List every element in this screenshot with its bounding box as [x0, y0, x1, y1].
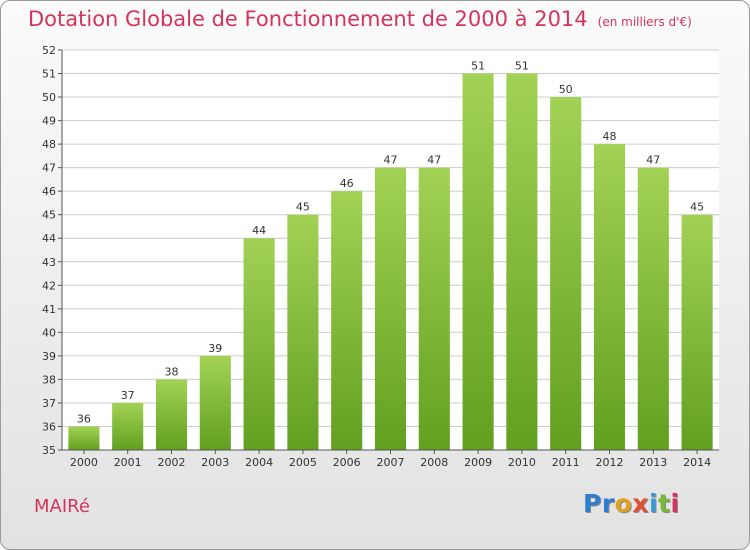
bar-value-label: 51	[471, 60, 485, 73]
bar-value-label: 37	[121, 389, 135, 402]
bar	[155, 379, 188, 450]
title-text: Dotation Globale de Fonctionnement de 20…	[28, 7, 588, 31]
y-tick-label: 46	[42, 185, 56, 198]
y-tick-label: 39	[42, 350, 56, 363]
y-tick-label: 37	[42, 397, 56, 410]
proxiti-logo: Proxiti	[583, 489, 680, 518]
bar	[287, 214, 319, 450]
bar-value-label: 48	[603, 130, 617, 143]
y-tick-label: 48	[42, 138, 56, 151]
bar	[506, 73, 538, 450]
y-tick-label: 45	[42, 209, 56, 222]
x-tick-label: 2014	[683, 456, 711, 469]
commune-name: MAIRé	[34, 496, 90, 517]
bar	[331, 191, 363, 451]
y-tick-label: 50	[42, 91, 56, 104]
bar-value-label: 45	[690, 201, 704, 214]
y-tick-label: 36	[42, 420, 56, 433]
bar	[199, 355, 231, 450]
y-tick-label: 51	[42, 68, 56, 81]
logo-part-5: t	[658, 489, 671, 518]
y-tick-label: 49	[42, 115, 56, 128]
bar-value-label: 47	[427, 154, 441, 167]
y-tick-label: 47	[42, 162, 56, 175]
x-tick-label: 2003	[201, 456, 229, 469]
y-tick-label: 35	[42, 444, 56, 457]
x-tick-label: 2004	[245, 456, 273, 469]
y-tick-label: 41	[42, 303, 56, 316]
x-tick-label: 2005	[289, 456, 317, 469]
bar	[637, 167, 669, 450]
x-tick-label: 2002	[158, 456, 186, 469]
x-tick-label: 2012	[596, 456, 624, 469]
y-tick-label: 43	[42, 256, 56, 269]
y-tick-label: 38	[42, 373, 56, 386]
bar-value-label: 51	[515, 60, 529, 73]
x-tick-label: 2000	[70, 456, 98, 469]
x-tick-label: 2006	[333, 456, 361, 469]
bar-value-label: 46	[340, 177, 354, 190]
y-tick-label: 40	[42, 326, 56, 339]
y-tick-label: 52	[42, 44, 56, 57]
logo-part-4: i	[648, 489, 659, 518]
x-tick-label: 2011	[552, 456, 580, 469]
bar-value-label: 36	[77, 412, 91, 425]
chart-subtitle: (en milliers d'€)	[597, 15, 692, 29]
bar-value-label: 39	[208, 342, 222, 355]
bar-value-label: 38	[165, 365, 179, 378]
bar-value-label: 47	[384, 154, 398, 167]
logo-part-1: Pr	[583, 489, 615, 518]
chart-title: Dotation Globale de Fonctionnement de 20…	[28, 7, 692, 31]
y-tick-label: 44	[42, 232, 56, 245]
x-tick-label: 2013	[639, 456, 667, 469]
x-tick-label: 2001	[114, 456, 142, 469]
bar	[374, 167, 407, 450]
bar-value-label: 44	[252, 224, 266, 237]
bar	[418, 167, 450, 450]
x-tick-label: 2008	[420, 456, 448, 469]
bar	[243, 238, 275, 450]
bar	[68, 426, 100, 450]
logo-part-2: o	[614, 489, 633, 518]
x-tick-label: 2009	[464, 456, 492, 469]
bar	[681, 214, 713, 450]
y-tick-label: 42	[42, 279, 56, 292]
x-tick-label: 2010	[508, 456, 536, 469]
bar	[462, 73, 494, 450]
bar	[593, 144, 626, 450]
x-tick-label: 2007	[377, 456, 405, 469]
logo-part-6: i	[670, 489, 680, 518]
logo-part-3: x	[632, 489, 649, 518]
bar	[112, 402, 144, 450]
bar-value-label: 47	[646, 154, 660, 167]
bar	[550, 97, 582, 450]
bar-value-label: 45	[296, 201, 310, 214]
bar-value-label: 50	[559, 83, 573, 96]
